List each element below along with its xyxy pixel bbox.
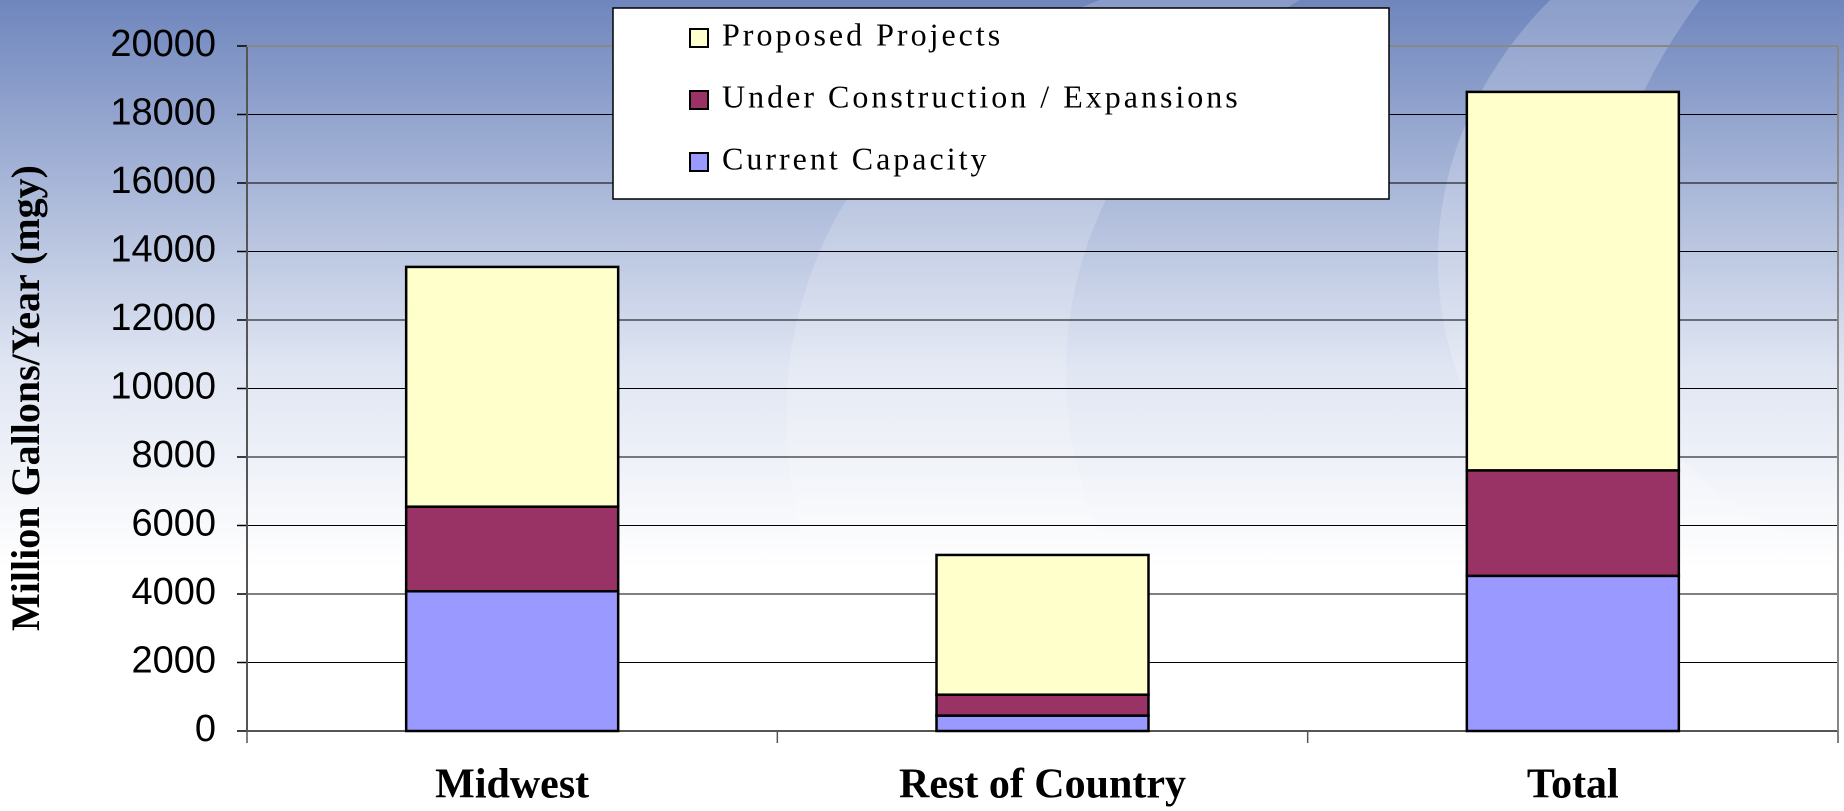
y-tick-label: 12000 bbox=[110, 297, 216, 339]
y-tick-label: 10000 bbox=[110, 366, 216, 408]
legend-label: Under Construction / Expansions bbox=[722, 78, 1241, 114]
legend-swatch bbox=[689, 152, 709, 172]
bar-segment bbox=[935, 714, 1150, 733]
bar-segment bbox=[1465, 469, 1681, 578]
x-tick-label: Midwest bbox=[435, 762, 589, 808]
legend-swatch bbox=[689, 28, 709, 48]
x-tick-label: Rest of Country bbox=[899, 762, 1186, 808]
bar-segment bbox=[935, 693, 1150, 717]
bar-segment bbox=[404, 265, 620, 508]
bar-segment bbox=[1465, 90, 1681, 472]
x-tick-label: Total bbox=[1527, 762, 1619, 808]
bar-segment bbox=[935, 553, 1150, 696]
bar-segment bbox=[1465, 574, 1681, 733]
y-tick-label: 4000 bbox=[131, 571, 216, 613]
legend-label: Current Capacity bbox=[722, 140, 989, 176]
y-tick-label: 2000 bbox=[131, 640, 216, 682]
y-tick-label: 14000 bbox=[110, 229, 216, 271]
y-tick-label: 16000 bbox=[110, 160, 216, 202]
legend-swatch bbox=[689, 90, 709, 110]
y-tick-label: 0 bbox=[195, 708, 216, 750]
legend bbox=[612, 7, 1390, 200]
bar-segment bbox=[404, 590, 620, 733]
y-tick-label: 20000 bbox=[110, 23, 216, 65]
y-axis-label: Million Gallons/Year (mgy) bbox=[3, 165, 48, 631]
legend-label: Proposed Projects bbox=[722, 16, 1003, 52]
y-tick-label: 8000 bbox=[131, 434, 216, 476]
bar-segment bbox=[404, 505, 620, 593]
y-tick-label: 18000 bbox=[110, 92, 216, 134]
y-tick-label: 6000 bbox=[131, 503, 216, 545]
